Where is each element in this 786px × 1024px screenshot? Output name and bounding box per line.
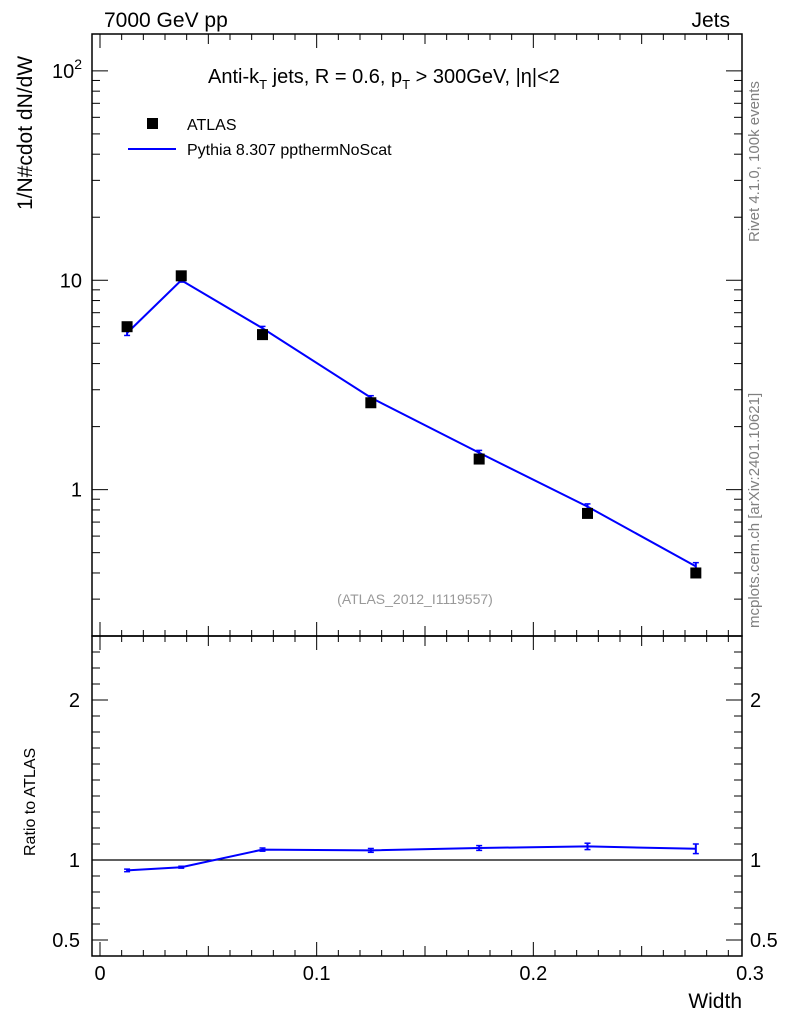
mc-series-line <box>126 279 697 568</box>
title-part3: > 300GeV, |η|<2 <box>410 66 560 88</box>
title-sub2: T <box>402 77 410 92</box>
ratio-frame <box>91 635 743 957</box>
ratio-series-line <box>127 845 696 872</box>
y-tick-label-main: 102 <box>52 56 82 83</box>
y-tick-label-ratio-right: 1 <box>750 850 761 872</box>
plot-title: Anti-kT jets, R = 0.6, pT > 300GeV, |η|<… <box>208 66 560 92</box>
mcplots-label: mcplots.cern.ch [arXiv:2401.10621] <box>746 392 763 628</box>
data-point <box>257 329 268 341</box>
y-tick-label-ratio: 0.5 <box>52 930 80 952</box>
title-sub1: T <box>259 77 267 92</box>
x-tick-label: 0.2 <box>519 963 547 985</box>
y-tick-label-exp: 2 <box>74 56 82 72</box>
y-tick-label-main: 10 <box>60 270 82 292</box>
legend-data-label: ATLAS <box>187 117 237 134</box>
x-axis-title: Width <box>688 990 742 1013</box>
title-part1: Anti-k <box>208 66 260 88</box>
x-tick-label: 0.1 <box>303 963 331 985</box>
y-tick-label-ratio-right: 2 <box>750 690 761 712</box>
data-point <box>121 321 133 333</box>
legend-data-marker <box>147 118 158 129</box>
data-point <box>175 270 187 282</box>
y-tick-label-ratio: 2 <box>69 690 80 712</box>
legend-mc-label: Pythia 8.307 ppthermNoScat <box>187 142 392 159</box>
y-tick-label-base: 10 <box>52 61 74 83</box>
y-tick-label-ratio-right: 0.5 <box>750 930 778 952</box>
header-right: Jets <box>691 9 730 32</box>
y-tick-label-main: 1 <box>71 480 82 502</box>
data-point <box>473 453 485 465</box>
rivet-label: Rivet 4.1.0, 100k events <box>746 81 763 242</box>
header-left: 7000 GeV pp <box>104 9 228 32</box>
ratio-panel: 0 0.1 0.2 0.3 0.5 0.5 1 1 2 2 <box>52 635 778 985</box>
x-tick-label: 0.3 <box>736 963 764 985</box>
data-point <box>690 567 702 579</box>
y-tick-label-ratio: 1 <box>69 850 80 872</box>
y-axis-title-ratio: Ratio to ATLAS <box>22 747 39 856</box>
y-axis-title-main: 1/N#cdot dN/dW <box>14 55 37 210</box>
chart-marks <box>121 270 702 873</box>
analysis-id: (ATLAS_2012_I1119557) <box>337 591 493 607</box>
data-point <box>582 507 593 519</box>
title-part2: jets, R = 0.6, p <box>267 66 402 88</box>
x-tick-label: 0 <box>94 963 105 985</box>
data-point <box>365 397 377 409</box>
